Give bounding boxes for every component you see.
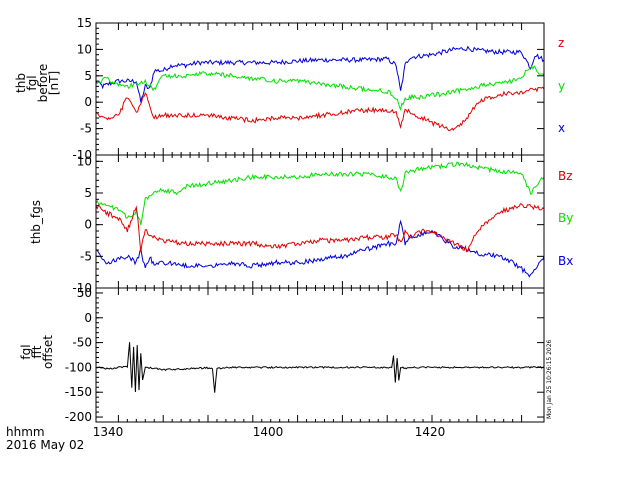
x-tick-label: 1340 — [93, 425, 124, 439]
series-z — [95, 86, 545, 132]
plot-frame — [95, 287, 545, 423]
ylabel-line: before — [36, 64, 50, 103]
x-tick-label: 1400 — [253, 425, 284, 439]
series-offset — [96, 342, 545, 393]
timestamp-stamp: Mon Jan 25 10:26:15 2026 — [546, 339, 553, 419]
y-tick-label: 0 — [84, 311, 92, 325]
y-tick-label: -5 — [80, 122, 92, 136]
panel-fgl-before: thb fgl before [nT] z y x -10 -5 0 5 10 15 — [14, 16, 565, 162]
y-tick-label: -150 — [65, 385, 92, 399]
series-x — [95, 45, 545, 103]
ylabel-line: thb — [14, 73, 28, 93]
y-tick-label: 5 — [84, 69, 92, 83]
panel-fgs-legend: Bz By Bx — [558, 169, 573, 268]
plot-area — [95, 45, 545, 132]
panel-fgl-before-legend: z y x — [558, 36, 565, 135]
legend-bz: Bz — [558, 169, 573, 183]
ylabel-line: fgl — [25, 75, 39, 90]
plot-area — [95, 161, 545, 278]
x-label-hhmm: hhmm — [6, 425, 45, 439]
series-by — [95, 161, 545, 226]
panel-fft-offset-ylabel: fgl fft offset — [19, 335, 55, 369]
y-tick-label: 15 — [77, 16, 92, 30]
ylabel-line: [nT] — [47, 71, 61, 95]
legend-y: y — [558, 79, 565, 93]
y-tick-label: -10 — [72, 148, 92, 162]
legend-by: By — [558, 211, 573, 225]
ylabel-line: thb_fgs — [29, 200, 43, 244]
plot-frame — [95, 22, 545, 156]
x-label-date: 2016 May 02 — [6, 438, 84, 452]
series-bz — [95, 203, 545, 253]
plot-area — [96, 342, 545, 393]
y-tick-label: -10 — [72, 281, 92, 295]
y-tick-label: -200 — [65, 410, 92, 424]
y-tick-label: -100 — [65, 360, 92, 374]
y-tick-label: 0 — [84, 218, 92, 232]
y-tick-label: 5 — [84, 186, 92, 200]
legend-z: z — [558, 36, 564, 50]
panel-fgs: thb_fgs Bz By Bx -10 -5 0 5 10 — [29, 154, 573, 295]
ylabel-line: fft — [30, 345, 44, 358]
panel-fgs-ylabel: thb_fgs — [29, 200, 43, 244]
legend-x: x — [558, 121, 565, 135]
ylabel-line: offset — [41, 335, 55, 369]
legend-bx: Bx — [558, 254, 573, 268]
y-tick-label: 10 — [77, 42, 92, 56]
y-tick-label: 0 — [84, 95, 92, 109]
series-bx — [95, 219, 545, 278]
ylabel-line: fgl — [19, 344, 33, 359]
y-tick-label: -50 — [72, 336, 92, 350]
y-tick-label: 50 — [77, 286, 92, 300]
series-y — [95, 65, 545, 112]
y-tick-label: -5 — [80, 249, 92, 263]
panel-fft-offset: fgl fft offset Mon Jan 25 10:26:15 2026 … — [19, 286, 553, 424]
x-tick-label: 1420 — [415, 425, 446, 439]
x-axis-labels: 1340 1400 1420 hhmm 2016 May 02 — [6, 425, 445, 452]
panel-fgl-before-ylabel: thb fgl before [nT] — [14, 64, 61, 103]
y-tick-label: 10 — [77, 154, 92, 168]
